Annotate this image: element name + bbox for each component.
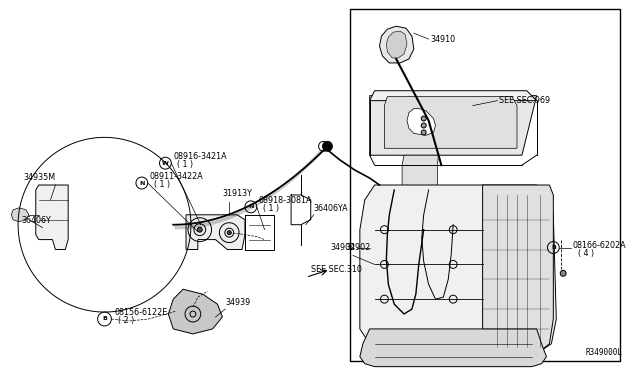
Polygon shape	[36, 185, 68, 250]
Text: ( 1 ): ( 1 )	[262, 204, 279, 213]
Text: 36406YA: 36406YA	[314, 204, 348, 213]
Text: B: B	[102, 317, 107, 321]
Text: ( 1 ): ( 1 )	[177, 160, 193, 169]
Circle shape	[421, 123, 426, 128]
Text: 36406Y: 36406Y	[21, 216, 51, 225]
Text: 31913Y: 31913Y	[222, 189, 252, 198]
Circle shape	[197, 227, 202, 232]
Text: 34902: 34902	[345, 243, 371, 251]
Polygon shape	[483, 185, 554, 354]
Text: B: B	[551, 245, 556, 250]
Text: 08916-3421A: 08916-3421A	[173, 152, 227, 161]
Text: 34910: 34910	[431, 35, 456, 44]
Polygon shape	[360, 329, 547, 367]
Circle shape	[421, 116, 426, 121]
Polygon shape	[407, 109, 435, 135]
Circle shape	[323, 141, 332, 151]
Polygon shape	[385, 97, 517, 148]
Text: 08156-6122E: 08156-6122E	[115, 308, 168, 317]
Text: N: N	[248, 204, 253, 209]
Circle shape	[227, 231, 231, 235]
Polygon shape	[370, 91, 536, 101]
Text: N: N	[139, 180, 145, 186]
Text: SEE SEC.969: SEE SEC.969	[499, 96, 550, 105]
Circle shape	[560, 270, 566, 276]
Text: 08166-6202A: 08166-6202A	[573, 241, 627, 250]
Circle shape	[421, 130, 426, 135]
Text: SEE SEC.310: SEE SEC.310	[311, 265, 362, 274]
Polygon shape	[360, 185, 556, 357]
Text: 08911-3422A: 08911-3422A	[150, 172, 204, 181]
Text: ( 2 ): ( 2 )	[118, 316, 134, 325]
Text: ( 1 ): ( 1 )	[154, 180, 170, 189]
Text: 34939: 34939	[225, 298, 250, 307]
Polygon shape	[380, 26, 414, 63]
Polygon shape	[387, 31, 407, 58]
Polygon shape	[168, 289, 222, 334]
Text: W: W	[162, 161, 169, 166]
Bar	[350, 9, 620, 361]
Text: 08918-3081A: 08918-3081A	[259, 196, 312, 205]
Polygon shape	[186, 215, 245, 250]
Polygon shape	[402, 155, 438, 190]
Text: 34935M: 34935M	[23, 173, 55, 182]
Polygon shape	[12, 208, 29, 222]
Text: ( 4 ): ( 4 )	[578, 249, 594, 258]
Text: 34902: 34902	[330, 243, 356, 252]
Text: R349000L: R349000L	[585, 348, 622, 357]
Polygon shape	[370, 96, 536, 155]
